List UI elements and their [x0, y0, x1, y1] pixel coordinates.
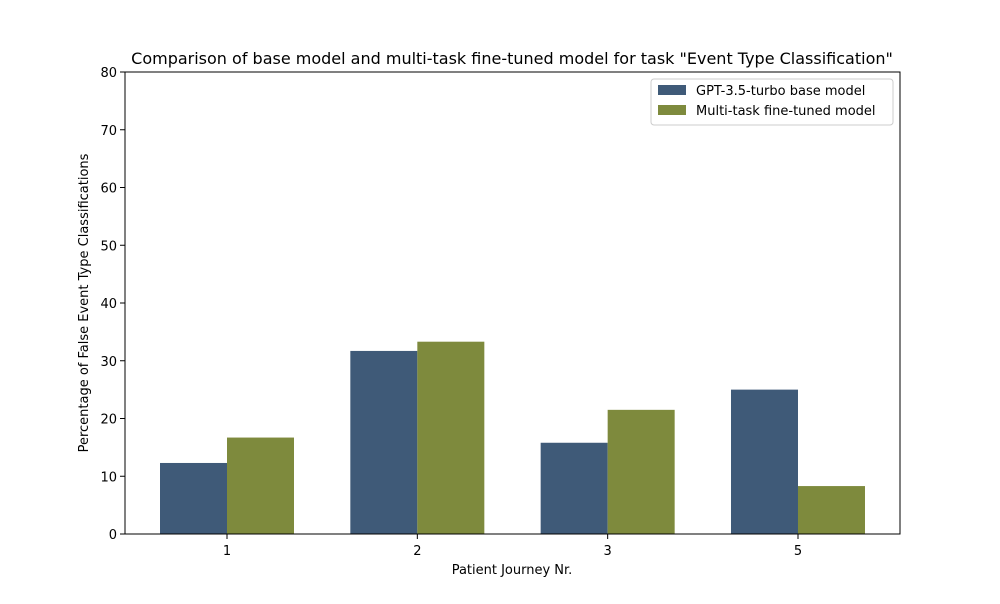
- y-axis: 0 10 20 30 40 50 60 70 80: [100, 66, 125, 543]
- y-tick-label: 40: [100, 297, 117, 312]
- legend: GPT-3.5-turbo base model Multi-task fine-…: [650, 78, 894, 126]
- y-tick-label: 70: [100, 124, 117, 139]
- bar-series2-cat-2: [417, 341, 485, 534]
- x-tick-label: 2: [413, 544, 421, 559]
- x-tick-label: 1: [223, 544, 231, 559]
- bar-series1-cat-5: [730, 389, 798, 534]
- y-axis-label: Percentage of False Event Type Classific…: [77, 153, 92, 452]
- y-tick-label: 80: [100, 66, 117, 81]
- legend-box: [650, 78, 894, 126]
- bar-series1-cat-2: [350, 350, 418, 534]
- y-tick-label: 20: [100, 413, 117, 428]
- x-axis: 1 2 3 5: [223, 534, 802, 559]
- bar-series2-cat-3: [607, 409, 675, 534]
- plot-frame: [124, 71, 901, 535]
- x-tick-label: 5: [794, 544, 802, 559]
- bars-group: [160, 341, 865, 534]
- y-tick-label: 10: [100, 470, 117, 485]
- bar-series1-cat-1: [160, 462, 227, 534]
- x-axis-label: Patient Journey Nr.: [452, 563, 573, 578]
- bar-series1-cat-3: [540, 442, 608, 534]
- bar-series2-cat-5: [797, 486, 865, 534]
- y-tick-label: 0: [109, 528, 117, 543]
- legend-label: Multi-task fine-tuned model: [696, 104, 876, 119]
- legend-swatch: [658, 85, 686, 95]
- legend-swatch: [658, 105, 686, 115]
- y-tick-label: 60: [100, 182, 117, 197]
- bar-series2-cat-1: [227, 437, 294, 534]
- y-tick-label: 50: [100, 239, 117, 254]
- chart-title: Comparison of base model and multi-task …: [131, 49, 893, 68]
- legend-label: GPT-3.5-turbo base model: [696, 84, 865, 99]
- x-tick-label: 3: [604, 544, 612, 559]
- y-tick-label: 30: [100, 355, 117, 370]
